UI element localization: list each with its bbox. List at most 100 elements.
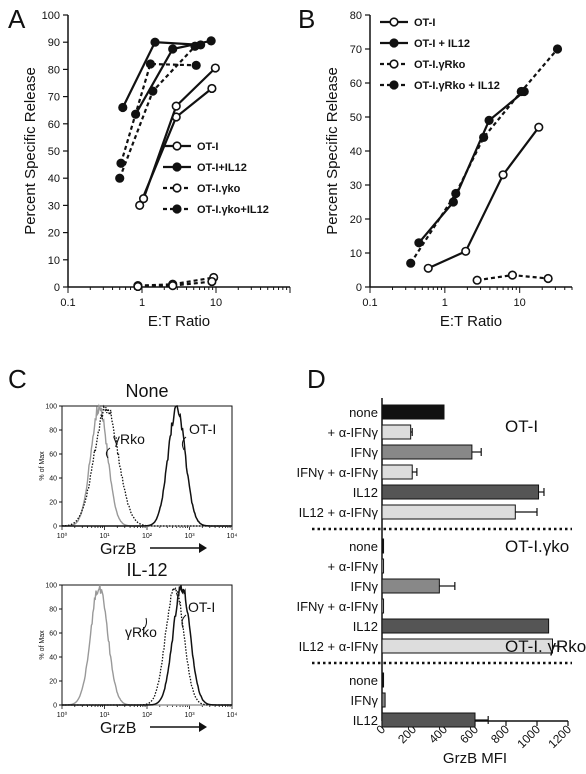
y-axis-label: % of Max — [39, 451, 46, 481]
bar-category-label: IFNγ — [351, 445, 379, 460]
data-point — [138, 194, 149, 204]
bar — [381, 672, 385, 688]
bar-category-label: none — [349, 405, 378, 420]
legend-marker — [172, 204, 182, 214]
y-tick-label: 30 — [350, 180, 362, 192]
data-point — [479, 132, 489, 142]
bar — [381, 484, 540, 500]
panel-label-b: B — [298, 4, 315, 34]
y-tick-label: 70 — [350, 44, 362, 56]
bar — [381, 424, 412, 440]
histogram-solid — [62, 405, 232, 527]
y-tick-label: 40 — [350, 146, 362, 158]
y-tick-label: 30 — [48, 200, 60, 212]
x-tick-label: 10¹ — [99, 533, 110, 540]
legend-label: OT-I.γko — [197, 183, 241, 195]
y-tick-label: 100 — [45, 404, 57, 411]
ot-i-annotation: OT-I — [188, 599, 215, 615]
bar-category-label: IL12 — [353, 485, 378, 500]
bar-category-label: IL12 — [353, 713, 378, 728]
x-axis-arrow-head — [199, 722, 207, 732]
bar-category-label: IL12 + α-IFNγ — [299, 505, 379, 520]
bar — [381, 538, 385, 554]
legend-label: OT-I+IL12 — [197, 162, 247, 174]
group-name: OT-I.γko — [505, 537, 569, 556]
panel-b-chart: 0 10 20 30 40 50 60 70 80 0.1 1 10 E:T Ratio Percent … — [324, 10, 573, 330]
data-point — [168, 44, 178, 54]
data-point — [191, 60, 201, 70]
bar-category-label: IL12 — [353, 619, 378, 634]
y-tick-label: 40 — [49, 655, 57, 662]
data-point — [207, 276, 217, 287]
legend-marker — [389, 80, 399, 90]
x-tick-label: 10² — [142, 712, 153, 719]
y-tick-label: 20 — [49, 679, 57, 686]
data-point — [472, 275, 482, 285]
bar — [381, 618, 550, 634]
x-tick-label: 10⁴ — [227, 712, 238, 719]
y-tick-label: 40 — [48, 173, 60, 185]
data-point — [423, 263, 433, 273]
y-tick-label: 80 — [48, 64, 60, 76]
data-point — [190, 41, 200, 51]
x-tick-label: 10⁰ — [57, 711, 68, 719]
x-tick-label: 0.1 — [362, 297, 377, 309]
data-point — [168, 281, 178, 291]
bar-category-label: IL12 + α-IFNγ — [299, 639, 379, 654]
bar — [381, 464, 413, 480]
x-axis-label: E:T Ratio — [440, 313, 502, 330]
annotation-leader — [141, 617, 147, 631]
y-tick-label: 0 — [53, 524, 57, 531]
bar — [381, 444, 473, 460]
bar-category-label: + α-IFNγ — [328, 559, 379, 574]
y-tick-label: 60 — [49, 452, 57, 459]
bar-category-label: none — [349, 673, 378, 688]
y-tick-label: 50 — [350, 112, 362, 124]
panel-label-c: C — [8, 364, 27, 394]
panel-c-il12-histogram: IL-12 0 20 40 60 80 100 % of Max 10⁰ 10¹ 10² 10³ 10⁴… — [39, 560, 237, 737]
bar — [381, 504, 516, 520]
group-name: OT-I. γRko — [505, 637, 586, 656]
y-tick-label: 70 — [48, 92, 60, 104]
histogram-dotted — [61, 404, 232, 527]
x-tick-label: 10³ — [184, 533, 195, 540]
series-line — [418, 90, 525, 244]
legend-marker — [172, 162, 182, 172]
gamma-r-ko-annotation: γRko — [125, 624, 157, 640]
data-point — [406, 258, 416, 268]
data-point — [133, 281, 143, 292]
group-name: OT-I — [505, 417, 538, 436]
data-point — [552, 44, 563, 54]
data-point — [516, 86, 526, 97]
x-tick-label: 10² — [142, 533, 153, 540]
bar-category-label: IFNγ + α-IFNγ — [296, 465, 378, 480]
series-line — [427, 126, 540, 270]
y-axis-label: Percent Specific Release — [22, 67, 39, 235]
y-tick-label: 20 — [350, 214, 362, 226]
annotation-leader — [181, 614, 187, 629]
y-axis-label: % of Max — [39, 630, 46, 660]
x-tick-label: 10⁰ — [57, 532, 68, 540]
data-point — [150, 37, 160, 47]
x-tick-label: 0.1 — [60, 297, 75, 309]
y-tick-label: 20 — [48, 228, 60, 240]
histogram-solid — [62, 585, 232, 706]
legend-label: OT-I + IL12 — [414, 38, 470, 50]
y-tick-label: 0 — [356, 282, 362, 294]
bar — [381, 692, 386, 708]
bar-category-label: IFNγ + α-IFNγ — [296, 599, 378, 614]
x-axis-label: E:T Ratio — [148, 313, 210, 330]
data-point — [414, 238, 424, 248]
data-point — [507, 270, 518, 280]
x-tick-label: 10⁴ — [227, 533, 238, 540]
y-tick-label: 100 — [42, 10, 60, 22]
data-point — [115, 173, 125, 183]
x-tick-label: 800 — [488, 722, 512, 746]
y-tick-label: 80 — [350, 10, 362, 22]
series-line — [119, 62, 197, 164]
y-tick-label: 80 — [49, 607, 57, 614]
panel-c-none-histogram: None 0 20 40 60 80 100 % of Max 10⁰ 10¹ 10² 10³ 10⁴ G… — [39, 381, 237, 558]
